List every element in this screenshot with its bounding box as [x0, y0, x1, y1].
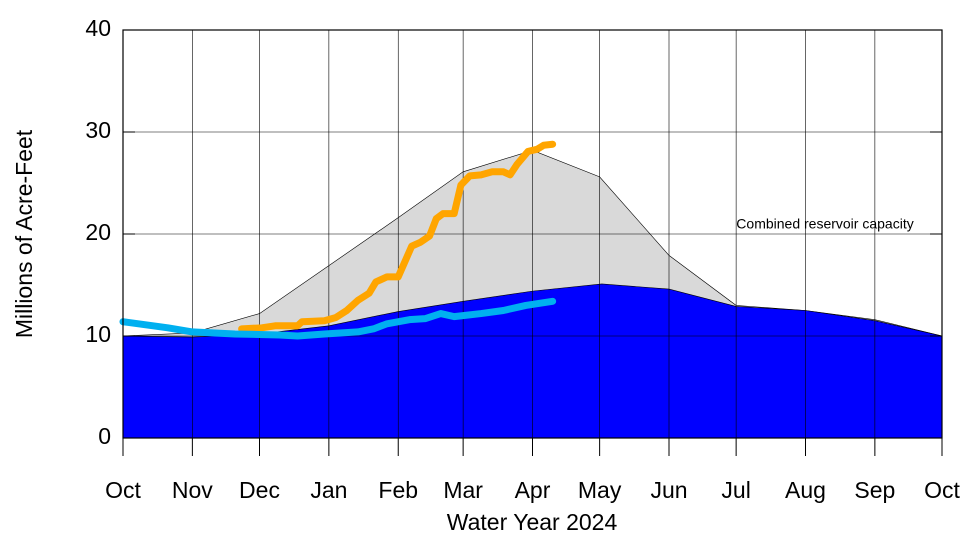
x-tick-label: Nov [172, 477, 213, 503]
plot-area [119, 29, 943, 439]
x-axis-label: Water Year 2024 [447, 509, 618, 535]
x-tick-label: Jan [310, 477, 347, 503]
x-tick-label: Apr [515, 477, 551, 503]
y-tick-label: 0 [98, 423, 111, 449]
x-tick-label: Aug [785, 477, 826, 503]
y-tick-label: 10 [85, 321, 111, 347]
x-tick-label: Jul [721, 477, 750, 503]
x-tick-label: Oct [105, 477, 141, 503]
x-tick-label: Dec [239, 477, 280, 503]
x-tick-label: Feb [378, 477, 418, 503]
annotation: Combined reservoir capacity [736, 216, 913, 232]
line [119, 297, 557, 340]
x-tick-label: Mar [443, 477, 483, 503]
line [238, 140, 557, 333]
x-tick-label: Sep [854, 477, 895, 503]
x-tick-label: May [578, 477, 622, 503]
y-tick-label: 40 [85, 15, 111, 41]
y-tick-label: 30 [85, 117, 111, 143]
y-tick-label: 20 [85, 219, 111, 245]
x-tick-label: Oct [924, 477, 960, 503]
x-tick-label: Jun [650, 477, 687, 503]
y-axis-label: Millions of Acre-Feet [11, 129, 37, 338]
